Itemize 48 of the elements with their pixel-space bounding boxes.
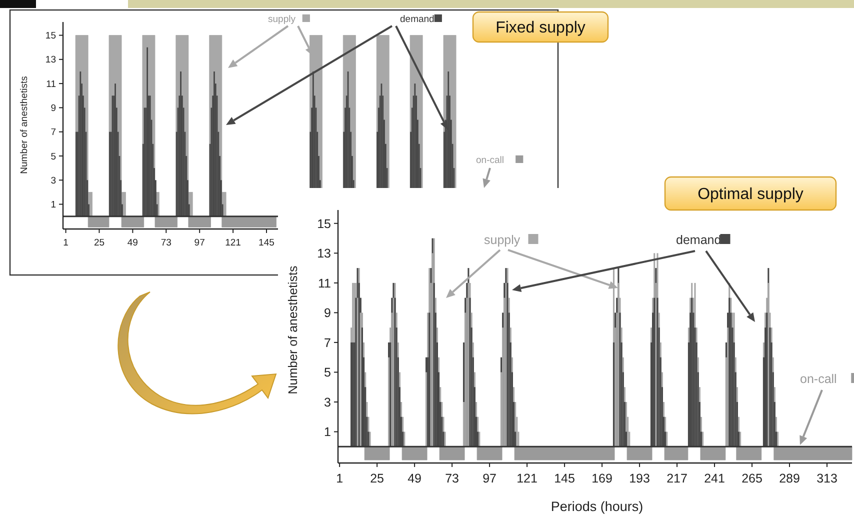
y-tick-label: 13 — [45, 54, 56, 66]
y-tick-label: 1 — [50, 200, 56, 211]
y-tick-label: 5 — [50, 151, 56, 162]
x-tick-label: 73 — [160, 238, 172, 248]
y-tick-label: 7 — [50, 127, 56, 138]
x-tick-label: 193 — [629, 472, 650, 486]
y-tick-label: 9 — [324, 306, 332, 320]
x-tick-label: 121 — [225, 238, 241, 248]
y-tick-label: 1 — [324, 425, 332, 440]
legend-label: on-call — [800, 372, 837, 386]
x-axis-title: Periods (hours) — [550, 499, 644, 514]
y-tick-label: 3 — [324, 395, 332, 410]
x-tick-label: 265 — [742, 472, 762, 486]
x-tick-label: 97 — [482, 472, 497, 486]
x-tick-label: 49 — [408, 472, 422, 486]
y-tick-label: 7 — [324, 336, 332, 350]
x-tick-label: 169 — [592, 472, 613, 486]
x-tick-label: 313 — [816, 472, 838, 486]
y-tick-label: 3 — [50, 175, 56, 186]
legend-label: demand — [676, 233, 722, 247]
y-tick-label: 15 — [317, 216, 332, 231]
x-tick-label: 145 — [258, 238, 274, 248]
y-axis-title: Number of anesthetists — [19, 76, 30, 174]
x-tick-label: 121 — [516, 472, 538, 486]
x-tick-label: 145 — [554, 472, 576, 486]
chart-title: Optimal supply — [698, 186, 804, 204]
x-tick-label: 25 — [94, 238, 105, 248]
x-tick-label: 217 — [666, 472, 688, 486]
x-tick-label: 289 — [779, 472, 800, 486]
y-tick-label: 13 — [317, 246, 332, 261]
legend-label: supply — [484, 233, 521, 247]
y-tick-label: 11 — [46, 78, 56, 90]
y-tick-label: 11 — [318, 276, 332, 290]
x-tick-label: 97 — [194, 238, 205, 248]
legend-label: demand — [400, 14, 434, 25]
legend-label: on-call — [476, 155, 504, 166]
y-tick-label: 5 — [324, 366, 332, 380]
x-tick-label: 241 — [704, 472, 725, 486]
y-axis-title: Number of anesthetists — [286, 266, 300, 394]
legend-label: supply — [268, 14, 296, 25]
x-tick-label: 49 — [127, 238, 138, 248]
y-tick-label: 15 — [45, 30, 56, 42]
x-tick-label: 25 — [370, 472, 384, 486]
x-tick-label: 1 — [336, 472, 344, 486]
x-tick-label: 73 — [445, 472, 460, 486]
chart-title: Fixed supply — [496, 20, 586, 37]
x-tick-label: 1 — [63, 238, 68, 248]
y-tick-label: 9 — [50, 103, 56, 114]
